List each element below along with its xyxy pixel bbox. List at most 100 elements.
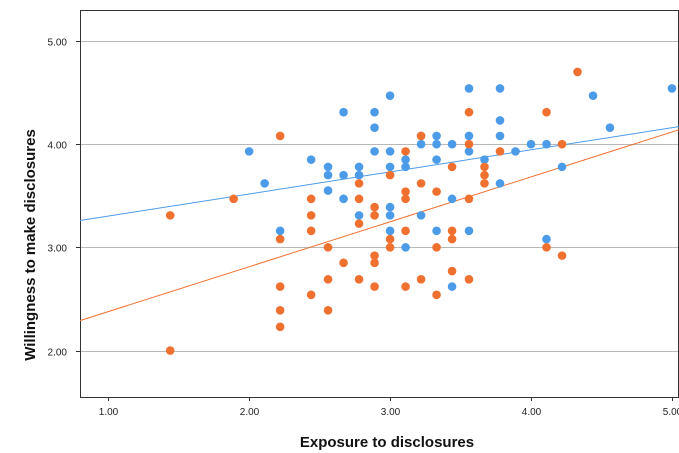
orange-point bbox=[464, 194, 474, 204]
orange-point bbox=[447, 266, 457, 276]
blue-point bbox=[401, 155, 410, 164]
orange-point bbox=[557, 139, 567, 149]
orange-point bbox=[401, 226, 410, 236]
blue-point bbox=[416, 211, 426, 220]
blue-point bbox=[605, 123, 615, 132]
orange-point bbox=[401, 187, 410, 196]
orange-point bbox=[416, 275, 426, 284]
blue-point bbox=[432, 131, 441, 141]
blue-point bbox=[495, 84, 505, 93]
orange-point bbox=[385, 243, 395, 252]
orange-point bbox=[354, 179, 364, 188]
orange-point bbox=[480, 179, 489, 188]
orange-point bbox=[573, 67, 582, 77]
orange-point bbox=[432, 243, 441, 252]
blue-point bbox=[385, 147, 395, 156]
orange-point bbox=[354, 275, 364, 284]
blue-point bbox=[432, 139, 441, 149]
y-axis-title: Willingness to make disclosures bbox=[22, 129, 39, 361]
y-tick-label: 5.00 bbox=[48, 38, 68, 49]
orange-point bbox=[416, 131, 426, 141]
orange-point bbox=[542, 107, 551, 117]
blue-point bbox=[464, 84, 474, 93]
orange-point bbox=[306, 194, 316, 204]
blue-point bbox=[244, 147, 254, 156]
blue-point bbox=[542, 139, 551, 149]
x-axis-ticks: 1.00 2.00 3.00 4.00 5.00 bbox=[99, 397, 679, 418]
orange-point bbox=[480, 170, 489, 180]
y-tick-label: 4.00 bbox=[48, 141, 68, 152]
blue-point bbox=[401, 243, 410, 252]
fit-lines bbox=[79, 126, 679, 322]
blue-point bbox=[306, 155, 316, 164]
blue-point bbox=[447, 194, 457, 204]
orange-point bbox=[447, 226, 457, 236]
blue-point bbox=[447, 282, 457, 291]
blue-point bbox=[339, 170, 348, 180]
blue-point bbox=[667, 84, 677, 93]
blue-point bbox=[323, 162, 333, 172]
blue-point bbox=[464, 147, 474, 156]
blue-point bbox=[542, 234, 551, 244]
blue-point bbox=[354, 211, 364, 220]
orange-point bbox=[370, 258, 379, 268]
orange-point bbox=[306, 290, 316, 300]
orange-point bbox=[354, 219, 364, 228]
orange-point bbox=[432, 290, 441, 300]
orange-point bbox=[370, 211, 379, 220]
blue-point bbox=[385, 162, 395, 172]
orange-point bbox=[495, 147, 505, 156]
blue-point bbox=[370, 107, 379, 117]
gridlines bbox=[80, 41, 679, 352]
orange-point bbox=[323, 275, 333, 284]
orange-point bbox=[370, 251, 379, 260]
orange-point bbox=[229, 194, 238, 204]
blue-point bbox=[511, 147, 520, 156]
blue-point bbox=[495, 131, 505, 141]
data-points bbox=[165, 67, 677, 355]
orange-point bbox=[275, 234, 285, 244]
orange-fit-line bbox=[79, 129, 679, 322]
orange-point bbox=[464, 107, 474, 117]
blue-point bbox=[385, 202, 395, 212]
blue-point bbox=[495, 179, 505, 188]
orange-point bbox=[432, 187, 441, 196]
x-axis-title: Exposure to disclosures bbox=[300, 434, 474, 451]
orange-point bbox=[275, 306, 285, 315]
orange-point bbox=[339, 258, 348, 268]
orange-point bbox=[275, 131, 285, 141]
blue-point bbox=[495, 116, 505, 125]
orange-point bbox=[323, 306, 333, 315]
y-tick-label: 2.00 bbox=[48, 348, 68, 359]
orange-point bbox=[542, 243, 551, 252]
blue-point bbox=[260, 179, 269, 188]
orange-point bbox=[275, 322, 285, 332]
orange-point bbox=[401, 147, 410, 156]
blue-point bbox=[370, 147, 379, 156]
blue-point bbox=[354, 162, 364, 172]
blue-point bbox=[432, 155, 441, 164]
orange-point bbox=[354, 194, 364, 204]
x-tick-label: 4.00 bbox=[522, 407, 542, 418]
blue-fit-line bbox=[79, 126, 679, 222]
x-tick-label: 1.00 bbox=[99, 407, 119, 418]
orange-point bbox=[165, 211, 175, 220]
blue-point bbox=[323, 186, 333, 195]
blue-point bbox=[557, 162, 567, 172]
orange-point bbox=[401, 194, 410, 204]
blue-point bbox=[464, 226, 474, 236]
orange-point bbox=[275, 282, 285, 291]
orange-point bbox=[447, 234, 457, 244]
blue-point bbox=[385, 211, 395, 220]
blue-point bbox=[464, 131, 474, 141]
orange-point bbox=[385, 170, 395, 180]
blue-point bbox=[339, 194, 348, 204]
orange-point bbox=[557, 251, 567, 260]
blue-point bbox=[385, 91, 395, 100]
blue-point bbox=[447, 139, 457, 149]
plot-area bbox=[80, 10, 679, 398]
orange-point bbox=[306, 226, 316, 236]
blue-point bbox=[588, 91, 598, 100]
orange-point bbox=[464, 275, 474, 284]
